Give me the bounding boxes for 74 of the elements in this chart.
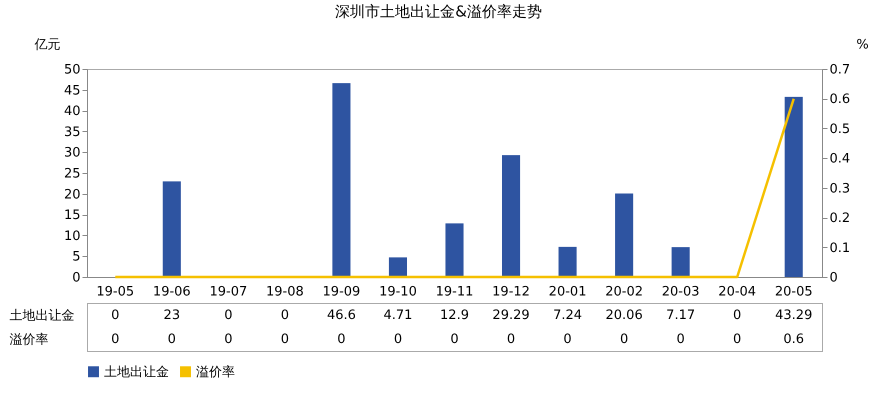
bar (162, 181, 181, 277)
x-tick-label: 19-11 (436, 284, 474, 300)
x-tick-label: 19-06 (152, 284, 191, 300)
data-label: 0 (506, 332, 516, 347)
data-label: 0 (620, 332, 628, 347)
x-tick-label: 20-04 (718, 284, 756, 300)
bar (558, 246, 577, 277)
y-axis-title: 亿元 (34, 38, 60, 52)
data-label: 0 (280, 308, 290, 323)
bar (332, 83, 350, 277)
y-tick-label: 0 (72, 270, 80, 286)
data-label: 0 (168, 332, 176, 347)
data-label: 43.29 (775, 308, 812, 323)
data-label: 0 (733, 332, 742, 347)
data-label: 46.6 (326, 308, 356, 323)
data-label: 7.24 (553, 308, 582, 323)
text: 土地出让金 (10, 308, 74, 324)
x-tick-label: 19-09 (322, 284, 360, 300)
y-tick-label: 40 (64, 104, 80, 120)
data-label: 0 (111, 332, 120, 347)
y2-tick-label: 0 (830, 270, 838, 286)
y-tick-label: 25 (64, 166, 80, 182)
bar (445, 223, 464, 277)
x-tick-label: 20-05 (774, 284, 813, 300)
bar (388, 257, 408, 277)
y2-tick-label: 0.1 (830, 240, 850, 256)
x-tick-label: 19-12 (492, 284, 530, 300)
data-label: 23 (164, 308, 180, 323)
y-tick-label: 35 (64, 124, 80, 140)
y-tick-label: 20 (64, 187, 80, 202)
x-tick-label: 19-05 (96, 284, 134, 300)
x-tick-label: 19-10 (379, 284, 417, 300)
y-tick-label: 30 (64, 146, 80, 161)
y-tick-label: 5 (72, 250, 80, 265)
data-label: 0 (224, 308, 232, 323)
y2-tick-label: 0.6 (830, 92, 850, 108)
x-tick-label: 19-07 (209, 284, 248, 300)
bar (615, 194, 634, 277)
y-tick-label: 15 (64, 208, 80, 224)
data-label: 0 (224, 332, 232, 347)
bar (672, 247, 690, 277)
data-label: 7.17 (666, 308, 696, 323)
data-label: 0 (676, 332, 685, 347)
y2-tick-label: 0.5 (830, 122, 850, 137)
x-tick-label: 19-08 (266, 284, 304, 300)
x-tick-label: 20-03 (662, 284, 700, 300)
y-tick-label: 50 (64, 62, 80, 78)
data-label: 0 (337, 332, 346, 347)
data-label: 12.9 (440, 308, 469, 323)
data-label: 0 (394, 332, 402, 347)
y2-tick-label: 0.2 (830, 211, 850, 226)
y2-tick-label: 0.4 (830, 152, 850, 167)
data-label: 0 (563, 332, 572, 347)
x-tick-label: 20-01 (548, 284, 586, 300)
legend-label: 土地出让金 (104, 364, 169, 380)
bar (502, 155, 520, 277)
y2-axis-title: % (856, 38, 869, 52)
data-label: 0 (280, 332, 290, 347)
data-label: 29.29 (492, 308, 530, 323)
data-label: 0 (733, 308, 742, 323)
x-tick-label: 20-02 (605, 284, 644, 300)
data-label: 4.71 (383, 308, 412, 323)
y2-tick-label: 0.3 (830, 181, 850, 196)
bar (784, 96, 803, 277)
y-tick-label: 45 (64, 83, 80, 98)
chart-title: 深圳市土地出让金&溢价率走势 (335, 2, 542, 20)
y2-tick-label: 0.7 (830, 62, 850, 78)
text: 溢价率 (10, 332, 48, 348)
data-label: 0.6 (783, 332, 804, 347)
data-label: 0 (450, 332, 459, 347)
legend-label: 溢价率 (196, 364, 235, 380)
data-label: 20.06 (606, 308, 643, 323)
y-tick-label: 10 (64, 228, 80, 244)
data-label: 0 (111, 308, 120, 323)
